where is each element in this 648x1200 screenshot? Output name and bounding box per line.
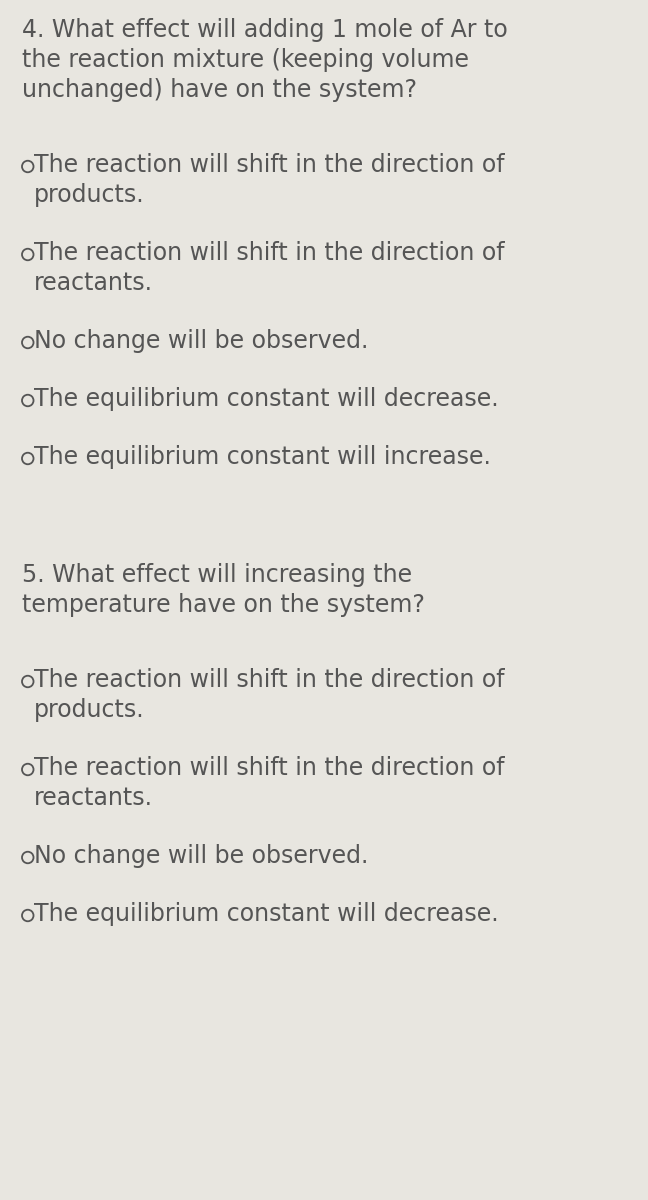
Text: The equilibrium constant will decrease.: The equilibrium constant will decrease.	[34, 902, 498, 926]
Text: the reaction mixture (keeping volume: the reaction mixture (keeping volume	[22, 48, 469, 72]
Text: products.: products.	[34, 698, 145, 722]
Text: The reaction will shift in the direction of: The reaction will shift in the direction…	[34, 152, 505, 176]
Text: reactants.: reactants.	[34, 786, 153, 810]
Text: The equilibrium constant will decrease.: The equilibrium constant will decrease.	[34, 386, 498, 410]
Text: The reaction will shift in the direction of: The reaction will shift in the direction…	[34, 241, 505, 265]
Text: reactants.: reactants.	[34, 271, 153, 295]
Text: The reaction will shift in the direction of: The reaction will shift in the direction…	[34, 668, 505, 692]
Text: temperature have on the system?: temperature have on the system?	[22, 593, 425, 617]
Text: products.: products.	[34, 182, 145, 206]
Text: The equilibrium constant will increase.: The equilibrium constant will increase.	[34, 445, 491, 469]
Text: No change will be observed.: No change will be observed.	[34, 329, 368, 353]
Text: unchanged) have on the system?: unchanged) have on the system?	[22, 78, 417, 102]
Text: 4. What effect will adding 1 mole of Ar to: 4. What effect will adding 1 mole of Ar …	[22, 18, 508, 42]
Text: No change will be observed.: No change will be observed.	[34, 844, 368, 868]
Text: 5. What effect will increasing the: 5. What effect will increasing the	[22, 563, 412, 587]
Text: The reaction will shift in the direction of: The reaction will shift in the direction…	[34, 756, 505, 780]
